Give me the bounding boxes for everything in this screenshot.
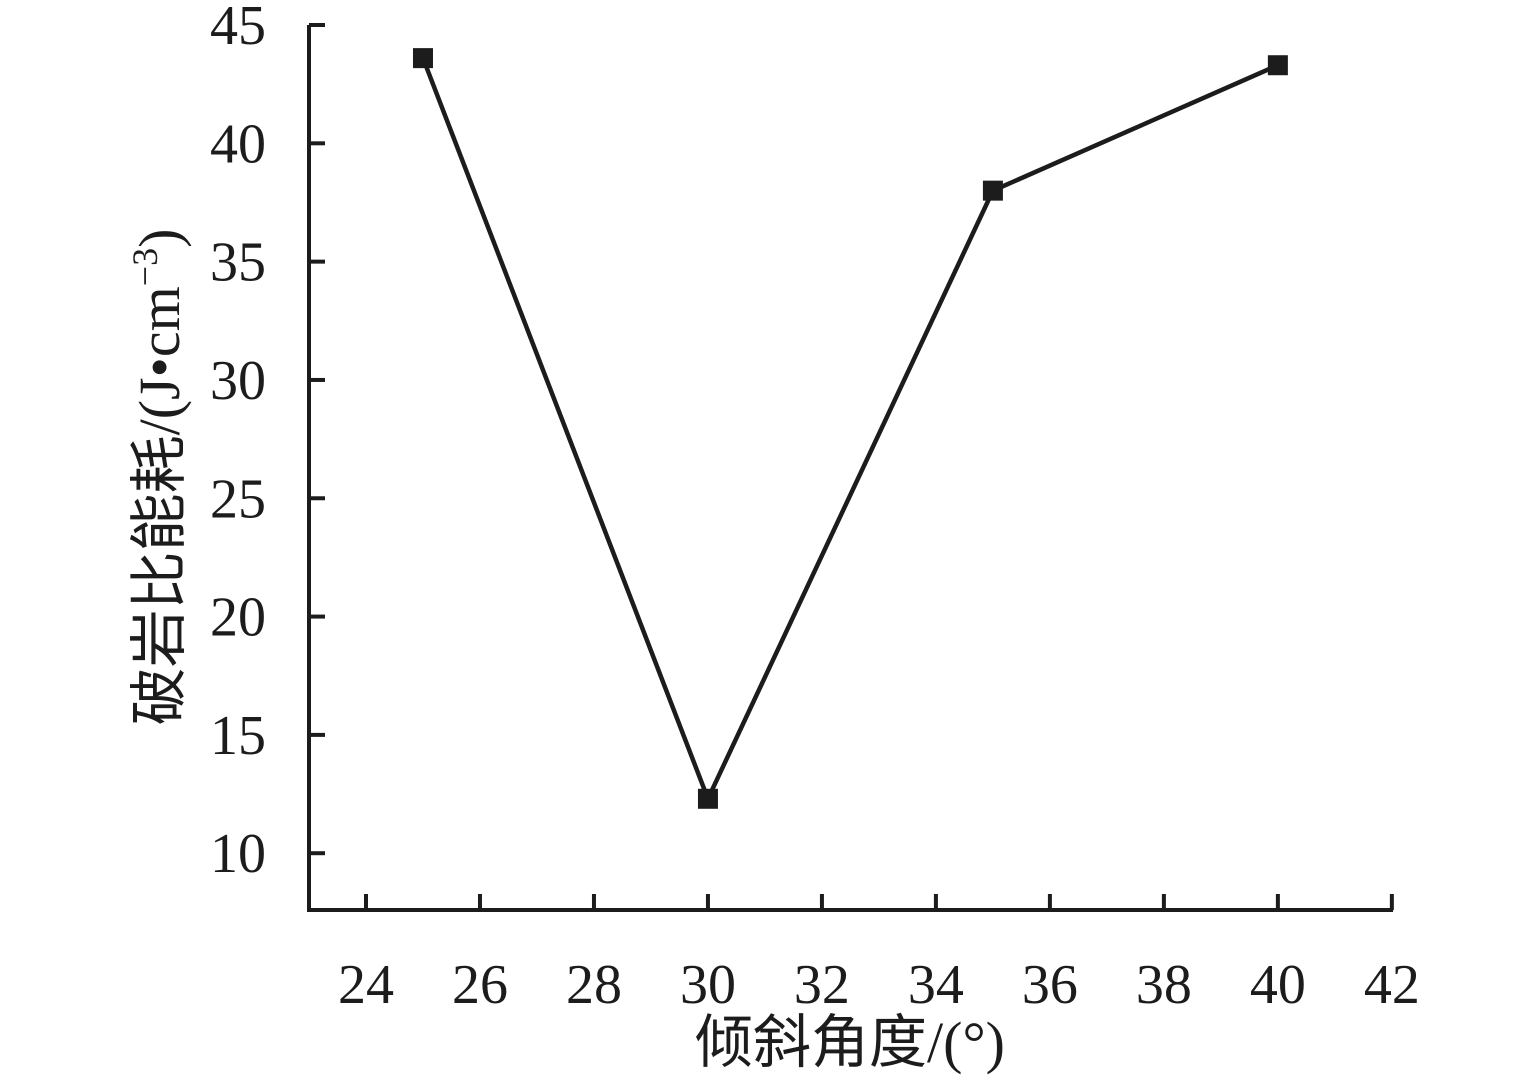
y-tick-label-20: 20 bbox=[210, 587, 266, 649]
y-axis-label: 破岩比能耗/(J•cm−3) bbox=[125, 229, 192, 726]
x-tick-label-24: 24 bbox=[338, 954, 394, 1016]
x-tick-label-42: 42 bbox=[1364, 954, 1420, 1016]
y-tick-label-45: 45 bbox=[210, 0, 266, 57]
data-point-marker-35 bbox=[982, 180, 1003, 201]
y-tick-label-35: 35 bbox=[210, 232, 266, 294]
x-tick-label-28: 28 bbox=[566, 954, 622, 1016]
x-tick-label-34: 34 bbox=[908, 954, 964, 1016]
x-tick-label-26: 26 bbox=[452, 954, 508, 1016]
x-tick-label-36: 36 bbox=[1022, 954, 1078, 1016]
y-tick-label-15: 15 bbox=[210, 705, 266, 767]
data-point-marker-30 bbox=[697, 788, 718, 809]
x-tick-label-32: 32 bbox=[794, 954, 850, 1016]
axis-spines bbox=[307, 25, 1393, 912]
y-tick-label-30: 30 bbox=[210, 350, 266, 412]
y-tick-label-25: 25 bbox=[210, 468, 266, 530]
data-point-marker-40 bbox=[1267, 55, 1288, 76]
series-line-0 bbox=[420, 57, 1279, 805]
y-tick-label-40: 40 bbox=[210, 113, 266, 175]
y-tick-label-10: 10 bbox=[210, 823, 266, 885]
x-tick-label-40: 40 bbox=[1250, 954, 1306, 1016]
x-axis-label: 倾斜角度/(°) bbox=[695, 1010, 1005, 1075]
x-tick-label-38: 38 bbox=[1136, 954, 1192, 1016]
data-point-marker-25 bbox=[412, 48, 433, 69]
x-tick-label-30: 30 bbox=[680, 954, 736, 1016]
